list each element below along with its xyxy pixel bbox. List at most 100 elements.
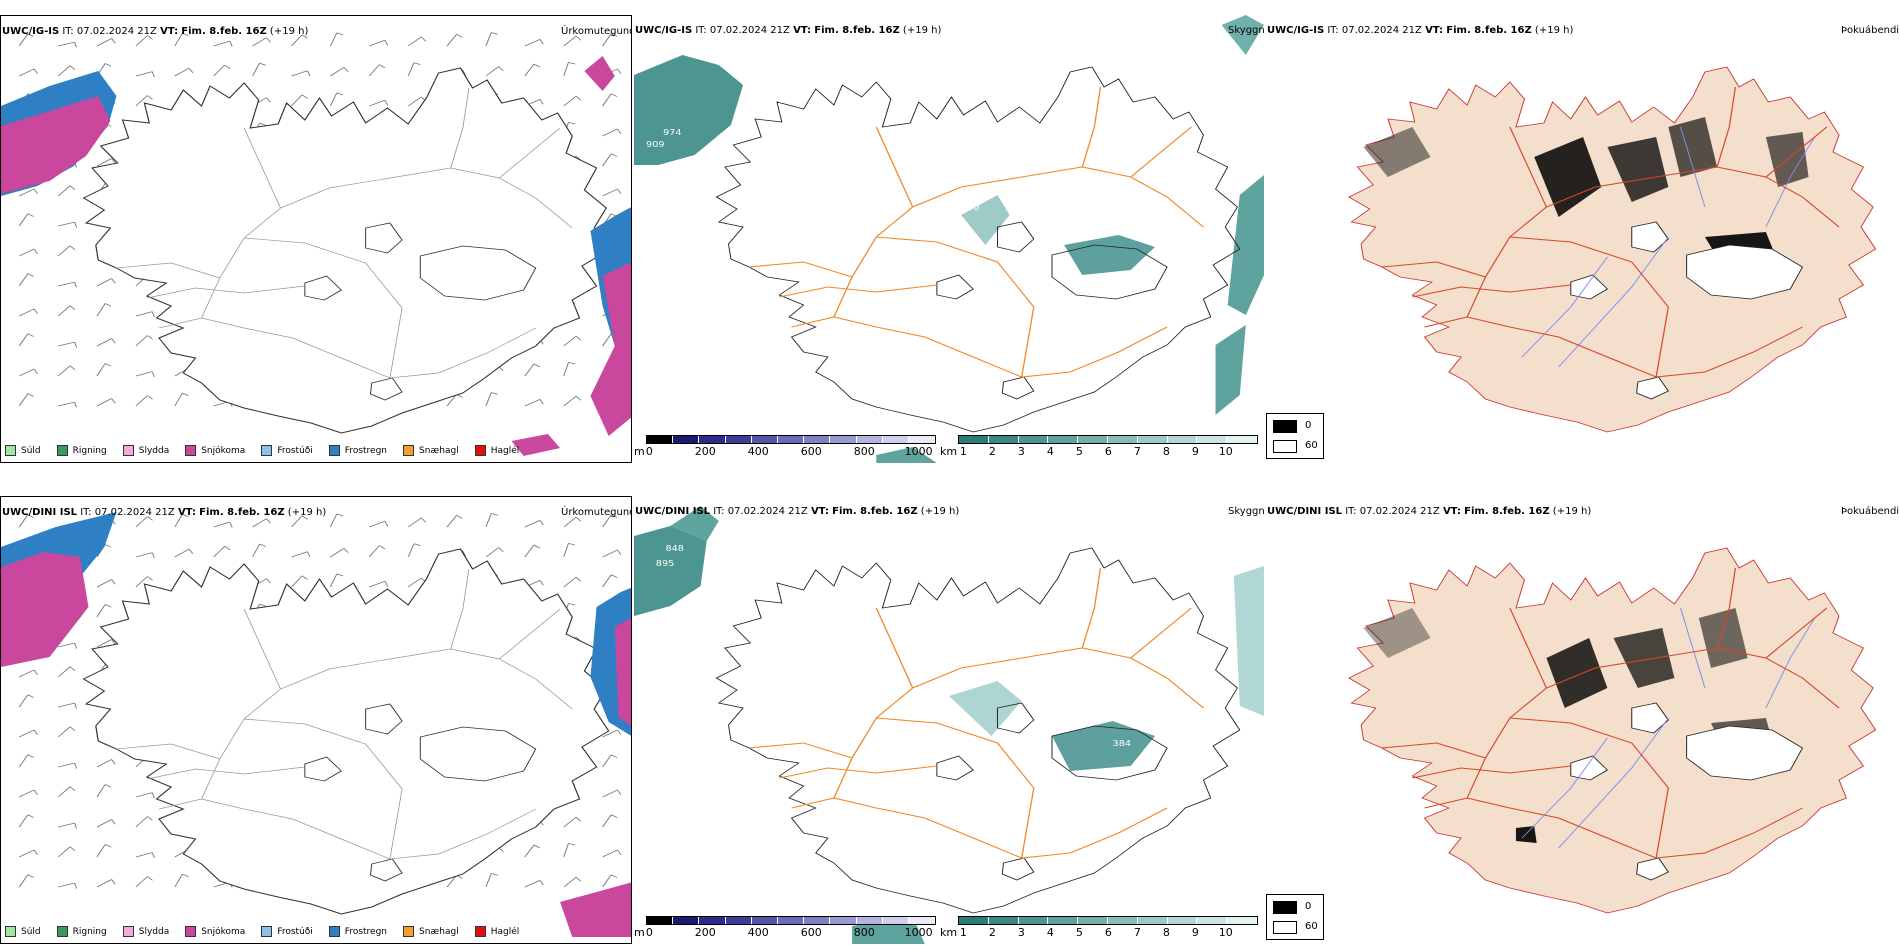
visibility-bin — [1078, 917, 1108, 924]
height-tick: 400 — [747, 926, 769, 939]
visibility-tick: 8 — [1162, 926, 1170, 939]
height-tick: 600 — [800, 926, 822, 939]
legend-item: Frostúði — [261, 926, 313, 937]
visibility-tick: 9 — [1191, 445, 1199, 458]
height-tick: 1000 — [904, 926, 933, 939]
visibility-tick: 3 — [1017, 445, 1025, 458]
lead-time: (+19 h) — [902, 25, 942, 36]
vt-value: Fim. 8.feb. 16Z — [181, 26, 267, 37]
panel-title: Þokuábendi — [1841, 25, 1900, 36]
height-bin — [751, 917, 778, 924]
height-bin — [882, 917, 909, 924]
vt-label: VT: — [1425, 25, 1444, 36]
legend-swatch — [5, 445, 16, 456]
vt-value: Fim. 8.feb. 16Z — [1464, 506, 1550, 517]
visibility-tick: 2 — [988, 445, 996, 458]
height-tick: 0 — [645, 926, 653, 939]
lead-time: (+19 h) — [1534, 25, 1574, 36]
fog-index-panel: UWC/DINI ISL IT: 07.02.2024 21Z VT: Fim.… — [1266, 496, 1900, 944]
it-label: IT: — [695, 25, 707, 36]
height-bin — [647, 917, 674, 924]
legend-swatch — [474, 926, 486, 937]
precip-type-panel: UWC/DINI ISL IT: 07.02.2024 21Z VT: Fim.… — [0, 496, 632, 944]
it-value: 07.02.2024 21Z — [76, 26, 157, 37]
lead-time: (+19 h) — [287, 507, 327, 518]
legend-label: Slydda — [138, 445, 170, 456]
lead-time: (+19 h) — [1552, 506, 1592, 517]
precip-areas — [1, 56, 631, 456]
visibility-value-label: 895 — [656, 560, 674, 569]
it-label: IT: — [713, 506, 725, 517]
visibility-value-label: 848 — [666, 545, 685, 554]
visibility-tick: 6 — [1104, 445, 1112, 458]
height-bin — [725, 917, 752, 924]
height-bin — [699, 436, 726, 443]
iceland-coastline — [715, 547, 1241, 914]
fog-legend: 0 60 — [1266, 894, 1324, 940]
legend-label: Snjókoma — [201, 445, 246, 456]
fog-legend-swatch — [1273, 420, 1297, 433]
visibility-bin — [1018, 917, 1049, 924]
legend-item: Frostúði — [261, 445, 313, 456]
legend-swatch — [474, 445, 486, 456]
height-bin — [647, 436, 674, 443]
fog-legend-label: 60 — [1305, 921, 1318, 932]
vt-value: Fim. 8.feb. 16Z — [814, 25, 900, 36]
vt-label: VT: — [810, 506, 829, 517]
visibility-panel: UWC/DINI ISL IT: 07.02.2024 21Z VT: Fim.… — [634, 496, 1264, 944]
legend-label: Súld — [21, 926, 41, 937]
height-bin — [777, 436, 805, 443]
visibility-colorbar: km 1 2 3 4 5 6 7 8 9 10 — [940, 916, 1262, 940]
visibility-tick: 4 — [1046, 926, 1054, 939]
legend-item: Rigning — [56, 926, 107, 937]
visibility-strip — [958, 916, 1258, 925]
visibility-tick: 10 — [1218, 445, 1233, 458]
visibility-bin — [1107, 917, 1138, 924]
model-name: UWC/IG-IS — [635, 25, 693, 36]
height-colorbar: m 0 200 400 600 800 1000 — [634, 435, 936, 459]
height-tick: 400 — [747, 445, 769, 458]
height-bin — [856, 917, 883, 924]
it-value: 07.02.2024 21Z — [709, 25, 790, 36]
legend-item: Rigning — [56, 445, 107, 456]
height-bin — [908, 436, 936, 443]
model-name: UWC/DINI ISL — [1267, 506, 1343, 517]
panel-title: Skyggni — [1228, 25, 1264, 36]
iceland-coastline — [1348, 547, 1877, 914]
legend-item: Snæhagl — [403, 445, 459, 456]
legend-swatch — [185, 926, 197, 937]
it-value: 07.02.2024 21Z — [1359, 506, 1440, 517]
height-bin — [908, 917, 936, 924]
legend-item: Snæhagl — [403, 926, 459, 937]
height-bin — [830, 917, 857, 924]
legend-swatch — [328, 445, 340, 456]
visibility-bin — [1227, 436, 1257, 443]
panel-header: UWC/DINI ISL IT: 07.02.2024 21Z VT: Fim.… — [1267, 506, 1591, 517]
visibility-bin — [1137, 917, 1168, 924]
height-bin — [830, 436, 857, 443]
visibility-value-label: 974 — [663, 129, 682, 138]
legend-swatch — [403, 445, 415, 456]
vt-label: VT: — [1442, 506, 1461, 517]
visibility-value-label: 160 — [997, 149, 1016, 158]
visibility-bin — [959, 436, 989, 443]
it-label: IT: — [1345, 506, 1357, 517]
iceland-coastline — [1348, 66, 1877, 433]
it-value: 07.02.2024 21Z — [727, 506, 808, 517]
legend-label: Frostregn — [344, 445, 388, 456]
height-bin — [882, 436, 909, 443]
it-label: IT: — [1327, 25, 1339, 36]
model-name: UWC/DINI ISL — [2, 507, 78, 518]
visibility-tick: 5 — [1075, 445, 1083, 458]
height-bin — [725, 436, 752, 443]
model-name: UWC/DINI ISL — [635, 506, 711, 517]
legend-label: Súld — [21, 445, 41, 456]
fog-legend-label: 60 — [1305, 440, 1318, 451]
legend-item: Haglél — [474, 926, 519, 937]
legend-item: Súld — [5, 926, 41, 937]
panel-header: UWC/IG-IS IT: 07.02.2024 21Z VT: Fim. 8.… — [1267, 25, 1573, 36]
panel-header: UWC/IG-IS IT: 07.02.2024 21Z VT: Fim. 8.… — [2, 26, 308, 37]
iceland-coastline — [82, 67, 610, 434]
precip-legend: Súld Rigning Slydda Snjókoma Frostúði Frostre… — [5, 926, 519, 937]
visibility-value-label: 385 — [1046, 700, 1064, 709]
